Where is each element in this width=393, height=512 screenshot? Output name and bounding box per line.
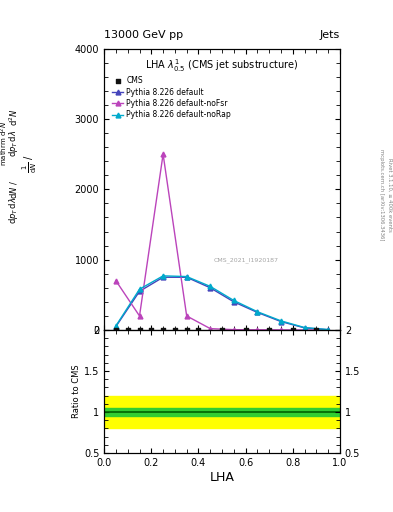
Point <box>172 326 178 334</box>
Point <box>184 326 190 334</box>
Point <box>219 326 225 334</box>
Text: $\mathrm{d}^2N$: $\mathrm{d}^2N$ <box>7 109 20 126</box>
Text: $\mathrm{mathrm\ d}^{2}N$: $\mathrm{mathrm\ d}^{2}N$ <box>0 121 9 166</box>
Text: mcplots.cern.ch [arXiv:1306.3436]: mcplots.cern.ch [arXiv:1306.3436] <box>380 149 384 240</box>
Text: LHA $\lambda^{1}_{0.5}$ (CMS jet substructure): LHA $\lambda^{1}_{0.5}$ (CMS jet substru… <box>145 57 299 74</box>
Point <box>313 326 320 334</box>
X-axis label: LHA: LHA <box>209 471 235 484</box>
Text: $\mathrm{d}p_T\,\mathrm{d}\lambda$: $\mathrm{d}p_T\,\mathrm{d}\lambda$ <box>7 196 20 224</box>
Point <box>242 326 249 334</box>
Point <box>148 326 154 334</box>
Point <box>113 326 119 334</box>
Point <box>290 326 296 334</box>
Text: $\mathrm{d}p_T\,\mathrm{d}\lambda$: $\mathrm{d}p_T\,\mathrm{d}\lambda$ <box>7 130 20 157</box>
Point <box>125 326 131 334</box>
Text: Rivet 3.1.10, ≥ 400k events: Rivet 3.1.10, ≥ 400k events <box>387 158 392 231</box>
Y-axis label: Ratio to CMS: Ratio to CMS <box>72 365 81 418</box>
Point <box>195 326 202 334</box>
Text: Jets: Jets <box>320 30 340 40</box>
Point <box>266 326 272 334</box>
Legend: CMS, Pythia 8.226 default, Pythia 8.226 default-noFsr, Pythia 8.226 default-noRa: CMS, Pythia 8.226 default, Pythia 8.226 … <box>110 75 233 121</box>
Text: CMS_2021_I1920187: CMS_2021_I1920187 <box>213 257 278 263</box>
Text: $\frac{1}{\mathrm{d}N}\ /$: $\frac{1}{\mathrm{d}N}\ /$ <box>20 154 39 174</box>
Text: $\mathrm{d}N\ /$: $\mathrm{d}N\ /$ <box>8 180 19 199</box>
Point <box>160 326 166 334</box>
Text: 13000 GeV pp: 13000 GeV pp <box>104 30 183 40</box>
Point <box>136 326 143 334</box>
